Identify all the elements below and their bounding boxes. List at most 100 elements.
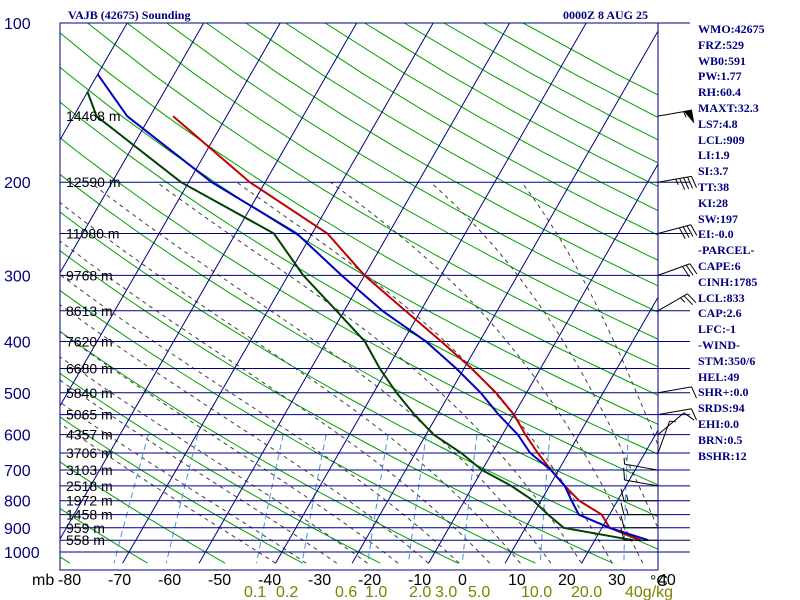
index-item: WB0:591 [698, 53, 746, 68]
index-item: -PARCEL- [698, 243, 755, 258]
index-item: EHI:0.0 [698, 416, 740, 431]
moist-adiabat [60, 331, 399, 564]
temperature-tick-label: -20 [358, 572, 381, 589]
index-item: CINH:1785 [698, 274, 758, 289]
index-item: LCL:833 [698, 290, 745, 305]
isotherm [60, 23, 358, 540]
index-item: -WIND- [698, 337, 740, 352]
dry-adiabat [60, 372, 381, 564]
mixing-ratio-line [301, 434, 327, 564]
mixing-ratio-line [623, 434, 629, 564]
height-label: 14468 m [66, 108, 120, 124]
height-label: 959 m [66, 520, 105, 536]
dry-adiabat [206, 23, 658, 287]
index-item: LS7:4.8 [698, 116, 738, 131]
mixing-ratio-line [461, 434, 478, 564]
virtual_temperature-profile [96, 73, 649, 542]
index-item: HEL:49 [698, 369, 740, 384]
plot-frame [59, 22, 659, 571]
pressure-tick-label: 500 [4, 386, 31, 403]
pressure-tick-label: 800 [4, 494, 31, 511]
wind-barb [623, 467, 659, 487]
pressure-tick-label: 200 [4, 175, 31, 192]
index-item: MAXT:32.3 [698, 100, 759, 115]
mixing-ratio-line [256, 434, 284, 564]
isotherm [504, 296, 658, 564]
index-item: LCL:909 [698, 132, 745, 147]
wind-barb [620, 528, 658, 541]
mixing-ratio-label: 10.0 [521, 584, 552, 600]
wind-barb [620, 515, 658, 529]
moist-adiabat [89, 181, 552, 564]
temperature-tick-label: -30 [308, 572, 331, 589]
pressure-tick-label: 600 [4, 428, 31, 445]
wind-barb [657, 408, 697, 421]
index-item: BRN:0.5 [698, 432, 743, 447]
index-item: SHR+:0.0 [698, 385, 749, 400]
height-label: 4357 m [66, 427, 113, 443]
temperature-profile [172, 115, 642, 542]
height-label: 6680 m [66, 361, 113, 377]
dry-adiabat [60, 32, 658, 396]
moist-adiabat [60, 304, 429, 564]
moist-adiabat [60, 274, 460, 564]
temperature-unit-label: °C [650, 573, 668, 590]
isotherm [60, 23, 205, 274]
dry-adiabat [60, 289, 536, 564]
temperature-tick-label: -60 [158, 572, 181, 589]
temperature-tick-label: 30 [608, 572, 626, 589]
isotherm [351, 30, 658, 564]
height-label: 5840 m [66, 385, 113, 401]
mixing-ratio-label: 1.0 [365, 584, 387, 600]
temperature-tick-label: 0 [458, 572, 467, 589]
mixing-ratio-label: 2.0 [409, 584, 431, 600]
temperature-tick-label: -10 [408, 572, 431, 589]
pressure-tick-label: 1000 [4, 545, 40, 562]
sounding-profiles [86, 73, 649, 542]
mixing-ratio-line [367, 434, 389, 564]
dry-adiabat [60, 250, 614, 564]
dry-adiabat [60, 416, 304, 564]
index-item: PW:1.77 [698, 69, 742, 84]
index-item: SW:197 [698, 211, 739, 226]
dry-adiabat [60, 507, 148, 564]
sounding-time: 0000Z 8 AUG 25 [563, 8, 649, 22]
mixing-ratio-label: 0.2 [276, 584, 298, 600]
wind-barb [657, 420, 676, 454]
index-item: LI:1.9 [698, 148, 730, 163]
dewpoint-profile [86, 91, 634, 542]
temperature-tick-label: 10 [508, 572, 526, 589]
moist-adiabat [156, 181, 583, 564]
dry-adiabat [60, 137, 658, 486]
wind-barb [657, 386, 697, 399]
height-label: 3103 m [66, 462, 113, 478]
height-label: 2518 m [66, 478, 113, 494]
index-item: RH:60.4 [698, 85, 741, 100]
chart-grid [59, 22, 690, 571]
index-item: WMO:42675 [698, 22, 765, 36]
moist-adiabat [236, 181, 613, 564]
pressure-tick-label: 300 [4, 268, 31, 285]
mixing-ratio-label: 20.0 [571, 584, 602, 600]
height-label: 12590 m [66, 174, 120, 190]
index-item: BSHR:12 [698, 448, 747, 463]
pressure-tick-label: 700 [4, 463, 31, 480]
isotherm [275, 23, 587, 564]
dry-adiabat [166, 23, 658, 313]
dry-adiabat [245, 23, 658, 261]
mixing-ratio-label: 3.0 [435, 584, 457, 600]
height-label: 1458 m [66, 507, 113, 523]
isotherm [60, 23, 128, 141]
temperature-tick-label: 20 [558, 572, 576, 589]
mixing-ratio-line [539, 434, 551, 564]
index-item: FRZ:529 [698, 37, 744, 52]
dry-adiabat [126, 23, 658, 340]
moist-adiabat [60, 401, 307, 564]
indices-panel: WMO:42675 FRZ:529 WB0:591 PW:1.77 RH:60.4 MAX… [698, 22, 765, 464]
wind-barb [657, 175, 697, 190]
height-label: 7620 m [66, 333, 113, 349]
pressure-tick-label: 900 [4, 521, 31, 538]
index-item: SI:3.7 [698, 164, 729, 179]
height-label: 3706 m [66, 445, 113, 461]
